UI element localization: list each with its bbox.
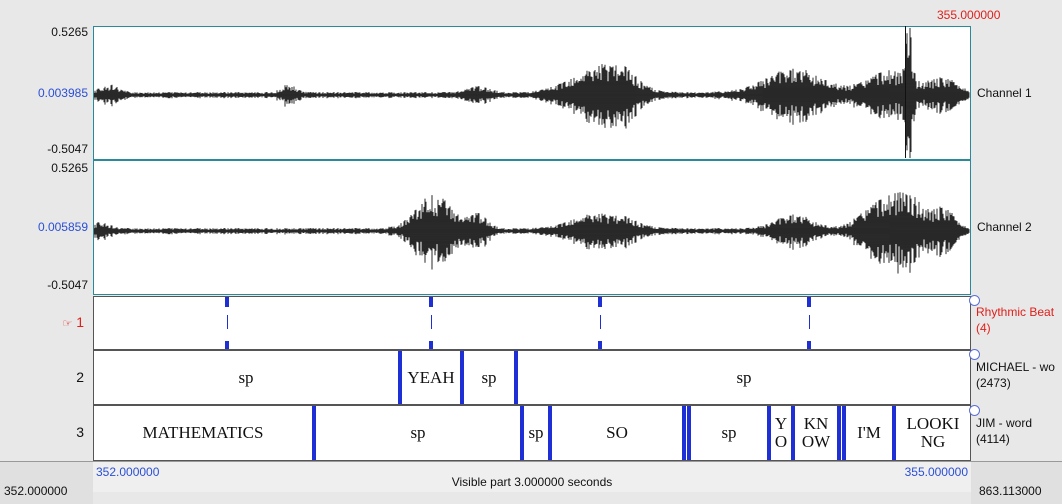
beat-marker-bottom — [807, 341, 811, 349]
interval[interactable]: sp — [528, 423, 544, 442]
beat-marker-dash — [227, 315, 228, 329]
interval[interactable]: YEAH — [407, 367, 455, 387]
tier-2-count: (2473) — [976, 376, 1011, 390]
interval-boundary[interactable] — [687, 406, 691, 460]
visible-part-bar[interactable]: 352.000000 Visible part 3.000000 seconds… — [93, 461, 971, 492]
interval[interactable]: sp — [238, 367, 254, 387]
tier-1-name: Rhythmic Beat (4) — [976, 304, 1054, 336]
beat-marker-bottom — [598, 341, 602, 349]
tier-2-michael-word[interactable]: sp YEAH sp sp — [93, 350, 971, 405]
window-end-time: 863.113000 — [979, 484, 1042, 498]
beat-marker-dash — [431, 315, 432, 329]
beat-marker-dash — [600, 315, 601, 329]
window-start-time: 352.000000 — [4, 484, 68, 498]
tier-1-name-text: Rhythmic Beat — [976, 305, 1055, 319]
visible-start-time: 352.000000 — [96, 465, 160, 479]
beat-marker-bottom — [225, 341, 229, 349]
visible-end-time: 355.000000 — [904, 465, 968, 479]
interval-boundary[interactable] — [514, 351, 518, 404]
channel-2-max: 0.5265 — [51, 161, 88, 175]
tier-2-name-text: MICHAEL - wo — [976, 360, 1055, 374]
tier-3-circle-icon[interactable] — [969, 405, 980, 416]
tier-1-number[interactable]: ☞ 1 — [0, 314, 84, 330]
interval-boundary[interactable] — [520, 406, 524, 460]
interval-boundary[interactable] — [767, 406, 771, 460]
tier-1-count: (4) — [976, 321, 991, 335]
tier-3-name-text: JIM - word — [976, 416, 1033, 430]
interval[interactable]: SO — [606, 423, 628, 442]
interval[interactable]: MATHEMATICS — [142, 423, 264, 442]
interval-boundary[interactable] — [682, 406, 686, 460]
tier-1-circle-icon[interactable] — [969, 295, 980, 306]
interval-boundary[interactable] — [791, 406, 795, 460]
cursor-time: 355.000000 — [937, 8, 1001, 22]
interval-boundary[interactable] — [548, 406, 552, 460]
channel-2-label: Channel 2 — [977, 220, 1032, 234]
interval[interactable]: I'M — [857, 423, 881, 442]
tier-1-rhythmic-beat[interactable] — [93, 296, 971, 350]
interval-boundary[interactable] — [837, 406, 841, 460]
beat-marker[interactable] — [598, 297, 602, 307]
tier-2-number[interactable]: 2 — [76, 369, 84, 385]
waveform-2-graphic — [93, 192, 970, 274]
channel-2-mid: 0.005859 — [37, 220, 88, 234]
interval[interactable]: sp — [481, 367, 497, 387]
beat-marker[interactable] — [225, 297, 229, 307]
tier-3-number[interactable]: 3 — [76, 424, 84, 440]
interval[interactable]: sp — [736, 367, 752, 387]
window-start-box[interactable]: 352.000000 — [0, 461, 93, 504]
interval-boundary[interactable] — [398, 351, 402, 404]
beat-marker-bottom — [429, 341, 433, 349]
channel-1-max: 0.5265 — [51, 25, 88, 39]
interval-boundary[interactable] — [312, 406, 316, 460]
interval-boundary[interactable] — [842, 406, 846, 460]
pointing-hand-icon: ☞ — [62, 318, 73, 330]
beat-marker[interactable] — [807, 297, 811, 307]
channel-1-label: Channel 1 — [977, 86, 1032, 100]
waveform-trace — [93, 28, 970, 158]
interval[interactable]: KN OW — [801, 414, 831, 451]
interval[interactable]: LOOKI NG — [906, 414, 960, 451]
interval[interactable]: sp — [721, 423, 737, 442]
waveform-trace — [93, 192, 970, 274]
interval[interactable]: Y O — [774, 414, 788, 451]
interval[interactable]: sp — [410, 423, 426, 442]
interval-boundary[interactable] — [460, 351, 464, 404]
tier-1-number-text: 1 — [76, 314, 84, 330]
tier-3-count: (4114) — [976, 432, 1010, 446]
beat-marker[interactable] — [429, 297, 433, 307]
time-cursor[interactable] — [905, 26, 906, 158]
tier-3-jim-word[interactable]: MATHEMATICS sp sp SO sp Y O KN OW I'M LO… — [93, 405, 971, 461]
channel-1-mid: 0.003985 — [37, 86, 88, 100]
tier-3-name: JIM - word (4114) — [976, 415, 1032, 447]
channel-2-min: -0.5047 — [47, 278, 88, 292]
channel-1-waveform[interactable] — [93, 26, 971, 160]
visible-part-text: Visible part 3.000000 seconds — [451, 475, 613, 489]
beat-marker-dash — [809, 315, 810, 329]
tier-2-name: MICHAEL - wo (2473) — [976, 359, 1055, 391]
window-end-box[interactable]: 863.113000 — [971, 461, 1062, 504]
tier-2-circle-icon[interactable] — [969, 349, 980, 360]
waveform-1-graphic — [93, 28, 970, 158]
channel-1-min: -0.5047 — [47, 142, 88, 156]
interval-boundary[interactable] — [892, 406, 896, 460]
channel-2-waveform[interactable] — [93, 160, 971, 295]
